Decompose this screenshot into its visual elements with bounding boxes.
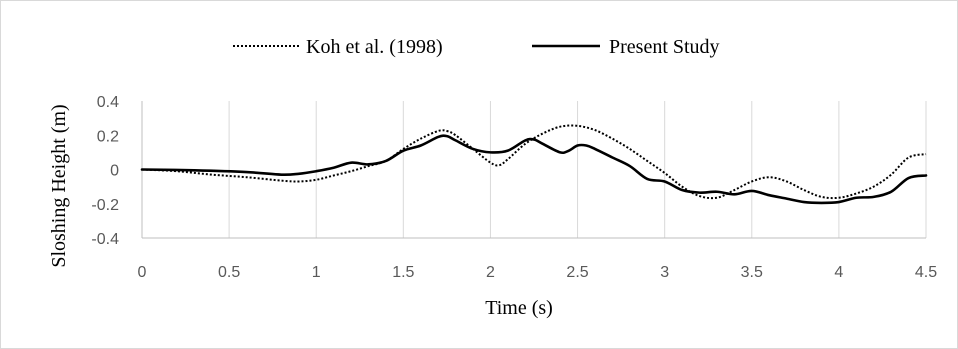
legend-label-koh: Koh et al. (1998) — [306, 36, 443, 58]
x-tick-label: 0 — [138, 264, 147, 281]
x-axis-title: Time (s) — [485, 297, 553, 319]
x-tick-label: 4 — [834, 264, 843, 281]
y-tick-label: -0.4 — [91, 231, 119, 248]
series-line-present-study — [140, 134, 928, 205]
x-tick-label: 0.5 — [218, 264, 240, 281]
legend: Koh et al. (1998) Present Study — [233, 36, 720, 58]
x-tick-label: 1 — [312, 264, 321, 281]
y-axis-title: Sloshing Height (m) — [48, 104, 70, 267]
series-layer — [140, 124, 928, 205]
grid-layer — [141, 101, 927, 238]
y-tick-label: 0.4 — [97, 94, 119, 111]
x-tick-label: 4.5 — [915, 264, 937, 281]
x-tick-label: 3.5 — [741, 264, 763, 281]
x-tick-label: 2 — [486, 264, 495, 281]
x-tick-label: 2.5 — [566, 264, 588, 281]
y-tick-label: 0.2 — [97, 128, 119, 145]
legend-label-present: Present Study — [609, 36, 720, 58]
x-tick-label: 1.5 — [392, 264, 414, 281]
x-tick-label: 3 — [660, 264, 669, 281]
y-tick-label: -0.2 — [91, 197, 119, 214]
axis-layer: 0 0.5 1 1.5 2 2.5 3 3.5 4 4.5 0.4 0.2 0 -0.2 -0.4 — [91, 94, 937, 281]
y-tick-label: 0 — [110, 163, 119, 180]
series-line-koh — [141, 124, 927, 200]
